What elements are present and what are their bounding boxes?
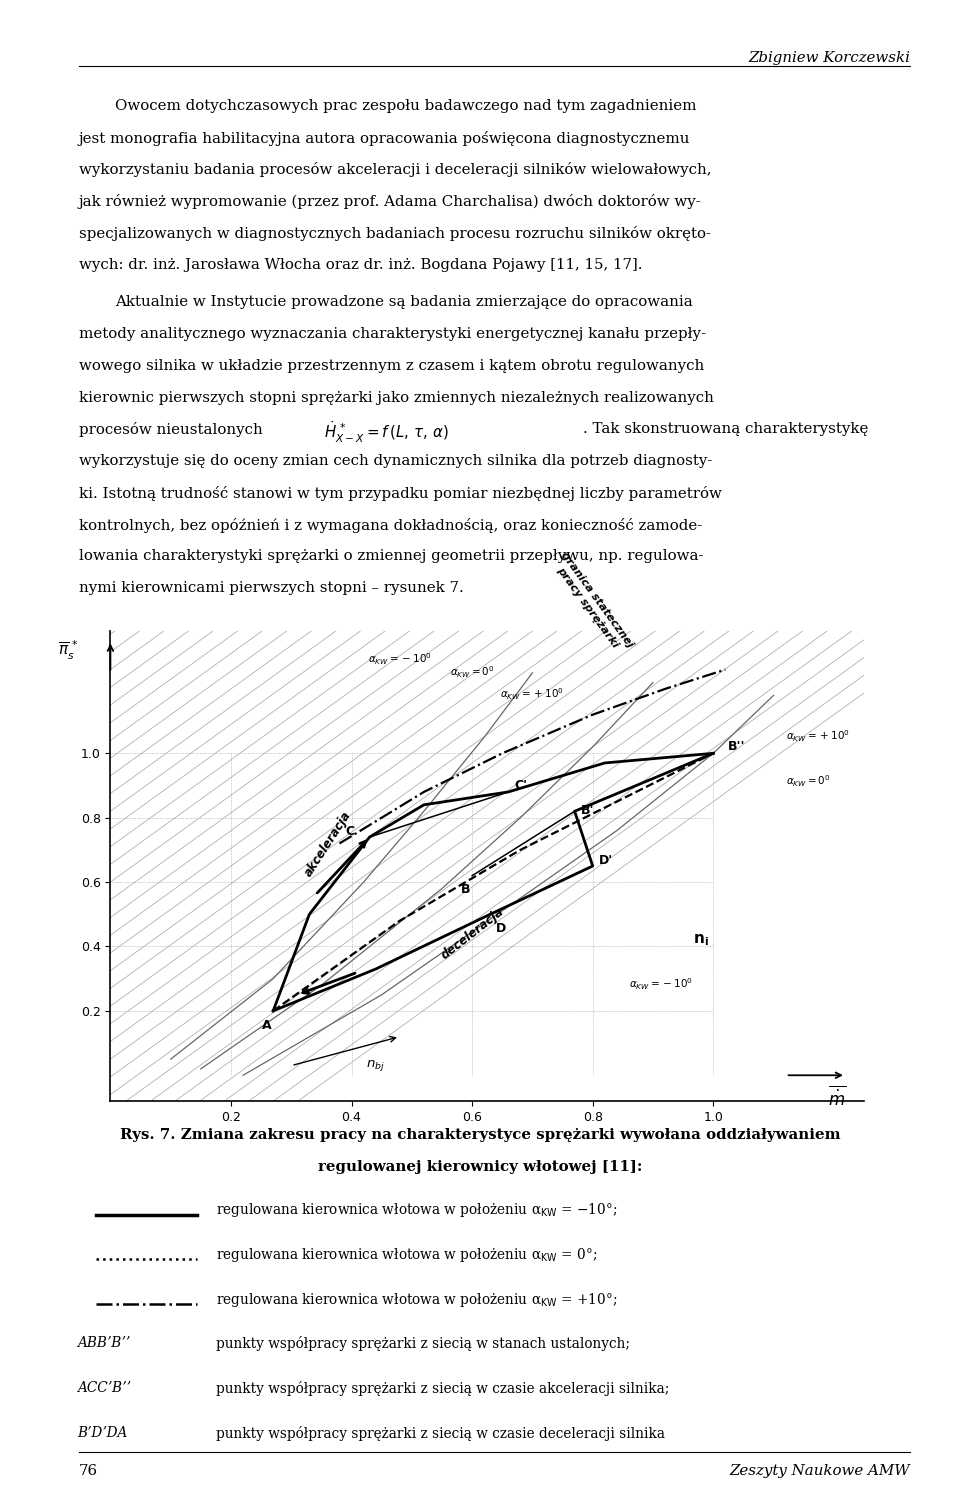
Text: lowania charakterystyki sprężarki o zmiennej geometrii przepływu, np. regulowa-: lowania charakterystyki sprężarki o zmie… [79,550,704,563]
Text: specjalizowanych w diagnostycznych badaniach procesu rozruchu silników okręto-: specjalizowanych w diagnostycznych badan… [79,226,710,241]
Text: C: C [346,825,354,839]
Text: wowego silnika w układzie przestrzennym z czasem i kątem obrotu regulowanych: wowego silnika w układzie przestrzennym … [79,360,704,373]
Text: $\overline{\dot{m}}$: $\overline{\dot{m}}$ [828,1086,846,1110]
Text: $\overline{\pi}^{\,*}_s$: $\overline{\pi}^{\,*}_s$ [59,638,79,662]
Text: $\alpha_{KW}=0^0$: $\alpha_{KW}=0^0$ [450,664,494,680]
Text: ACCʼBʼʼ: ACCʼBʼʼ [77,1381,131,1395]
Text: $n_{bj}$: $n_{bj}$ [367,1058,385,1073]
Text: BʼDʼDA: BʼDʼDA [77,1426,127,1440]
Text: procesów nieustalonych: procesów nieustalonych [79,422,272,437]
Text: Zeszyty Naukowe AMW: Zeszyty Naukowe AMW [730,1464,910,1477]
Text: $\alpha_{KW}=-10^0$: $\alpha_{KW}=-10^0$ [629,977,693,992]
Text: regulowana kierownica włotowa w położeniu α$_{\mathrm{KW}}$ = −10°;: regulowana kierownica włotowa w położeni… [216,1201,617,1219]
Text: B'': B'' [729,740,746,753]
Text: kierownic pierwszych stopni sprężarki jako zmiennych niezależnych realizowanych: kierownic pierwszych stopni sprężarki ja… [79,391,713,404]
Text: ki. Istotną trudność stanowi w tym przypadku pomiar niezbędnej liczby parametrów: ki. Istotną trudność stanowi w tym przyp… [79,485,722,500]
Text: B: B [462,884,470,896]
Text: D': D' [599,854,613,867]
Text: granica statecznej
pracy sprężarki: granica statecznej pracy sprężarki [550,551,636,656]
Text: metody analitycznego wyznaczania charakterystyki energetycznej kanału przepły-: metody analitycznego wyznaczania charakt… [79,327,706,342]
Text: $\alpha_{KW}=+10^0$: $\alpha_{KW}=+10^0$ [500,686,564,703]
Text: akceleracja: akceleracja [301,809,353,879]
Text: deceleracja: deceleracja [438,905,506,962]
Text: . Tak skonstruowaną charakterystykę: . Tak skonstruowaną charakterystykę [583,422,868,436]
Text: $\alpha_{KW}=-10^0$: $\alpha_{KW}=-10^0$ [368,652,432,667]
Text: regulowanej kierownicy włotowej [11]:: regulowanej kierownicy włotowej [11]: [318,1159,642,1174]
Text: A: A [262,1019,272,1032]
Text: 76: 76 [79,1464,98,1477]
Text: wych: dr. inż. Jarosława Włocha oraz dr. inż. Bogdana Pojawy [11, 15, 17].: wych: dr. inż. Jarosława Włocha oraz dr.… [79,258,642,271]
Text: punkty współpracy sprężarki z siecią w czasie deceleracji silnika: punkty współpracy sprężarki z siecią w c… [216,1426,665,1441]
Text: regulowana kierownica włotowa w położeniu α$_{\mathrm{KW}}$ = 0°;: regulowana kierownica włotowa w położeni… [216,1246,597,1264]
Text: ABBʼBʼʼ: ABBʼBʼʼ [77,1336,130,1350]
Text: wykorzystaniu badania procesów akceleracji i deceleracji silników wielowałowych,: wykorzystaniu badania procesów akcelerac… [79,162,711,177]
Text: C': C' [515,779,527,792]
Text: kontrolnych, bez opóźnień i z wymagana dokładnością, oraz konieczność zamode-: kontrolnych, bez opóźnień i z wymagana d… [79,518,702,533]
Text: punkty współpracy sprężarki z siecią w czasie akceleracji silnika;: punkty współpracy sprężarki z siecią w c… [216,1381,669,1396]
Text: wykorzystuje się do oceny zmian cech dynamicznych silnika dla potrzeb diagnosty-: wykorzystuje się do oceny zmian cech dyn… [79,454,712,469]
Text: jest monografia habilitacyjna autora opracowania poświęcona diagnostycznemu: jest monografia habilitacyjna autora opr… [79,130,690,145]
Text: Rys. 7. Zmiana zakresu pracy na charakterystyce sprężarki wywołana oddziaływanie: Rys. 7. Zmiana zakresu pracy na charakte… [120,1128,840,1141]
Text: nymi kierownicami pierwszych stopni – rysunek 7.: nymi kierownicami pierwszych stopni – ry… [79,581,464,595]
Text: $\alpha_{KW}=+10^0$: $\alpha_{KW}=+10^0$ [785,728,850,745]
Text: $\alpha_{KW}=0^0$: $\alpha_{KW}=0^0$ [785,773,830,789]
Text: Zbigniew Korczewski: Zbigniew Korczewski [748,51,910,64]
Text: Aktualnie w Instytucie prowadzone są badania zmierzające do opracowania: Aktualnie w Instytucie prowadzone są bad… [115,295,693,310]
Text: $\dot{H}^{\,*}_{X-X} = f\,(L,\,\tau,\,\alpha)$: $\dot{H}^{\,*}_{X-X} = f\,(L,\,\tau,\,\a… [324,419,449,445]
Text: B': B' [581,804,594,818]
Text: Owocem dotychczasowych prac zespołu badawczego nad tym zagadnieniem: Owocem dotychczasowych prac zespołu bada… [115,99,697,112]
Text: jak również wypromowanie (przez prof. Adama Charchalisa) dwóch doktorów wy-: jak również wypromowanie (przez prof. Ad… [79,195,702,210]
Text: $\mathbf{n}_{\mathbf{i}}$: $\mathbf{n}_{\mathbf{i}}$ [693,932,709,948]
Text: D: D [496,921,507,935]
Text: regulowana kierownica włotowa w położeniu α$_{\mathrm{KW}}$ = +10°;: regulowana kierownica włotowa w położeni… [216,1291,617,1309]
Text: punkty współpracy sprężarki z siecią w stanach ustalonych;: punkty współpracy sprężarki z siecią w s… [216,1336,630,1351]
